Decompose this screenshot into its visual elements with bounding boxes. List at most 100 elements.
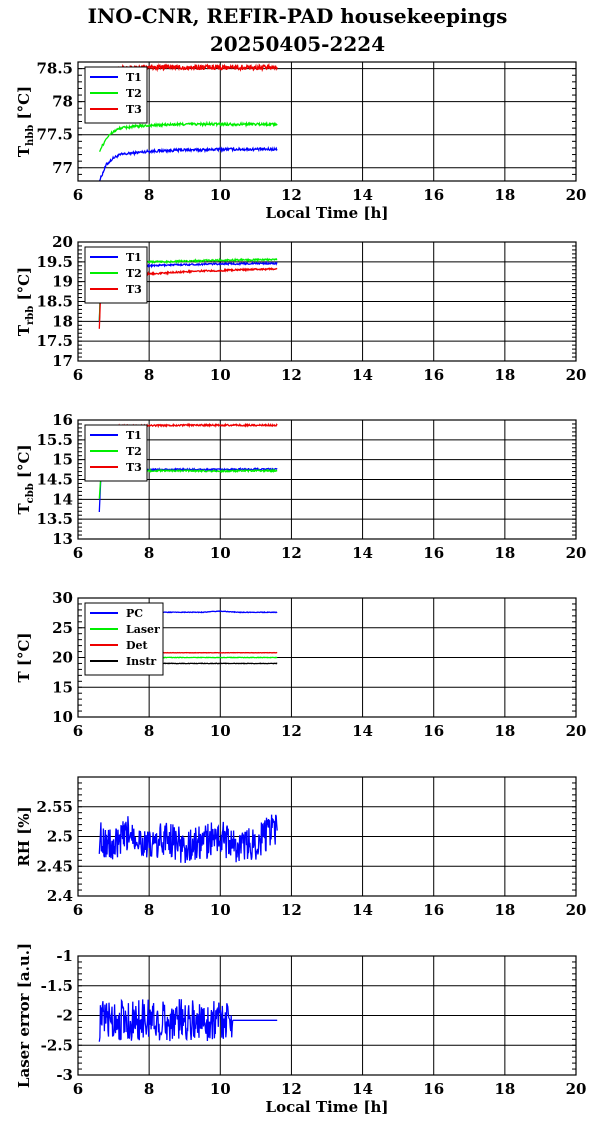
legend-label-t2: T2 [126,267,142,280]
x-tick-label: 6 [73,366,83,384]
x-tick-label: 10 [210,722,231,740]
y-tick-label: 19 [52,273,73,291]
y-axis-label: T [°C] [15,632,33,682]
legend-label-laser: Laser [126,623,160,636]
legend: PC Laser Det Instr [84,602,164,676]
x-tick-label: 8 [144,186,154,204]
x-tick-label: 16 [423,186,444,204]
x-tick-label: 8 [144,544,154,562]
y-tick-label: 18 [52,312,73,330]
x-tick-label: 16 [423,722,444,740]
x-tick-label: 8 [144,1080,154,1098]
x-tick-label: 14 [352,544,373,562]
plot-frame [77,241,577,362]
x-tick-label: 10 [210,901,231,919]
y-tick-label: 2.5 [47,828,73,846]
plot-frame [77,419,577,540]
legend-label-t3: T3 [126,103,142,116]
x-tick-label: 20 [566,186,587,204]
panel-hbb: 6 8 10 12 14 16 18 20 77 77.5 78 78.5 Local Time [h]… [15,60,586,222]
x-tick-label: 18 [494,901,515,919]
x-tick-label: 20 [566,722,587,740]
legend-label-det: Det [126,639,149,652]
legend: T1 T2 T3 [84,246,148,304]
legend-label-t2: T2 [126,445,142,458]
y-tick-label: 17 [52,352,73,370]
x-tick-label: 12 [281,901,302,919]
y-tick-label: 14 [52,490,73,508]
legend: T1 T2 T3 [84,66,148,124]
x-tick-label: 8 [144,901,154,919]
x-tick-label: 18 [494,544,515,562]
legend-label-t1: T1 [126,251,142,264]
x-tick-label: 14 [352,1080,373,1098]
series-line-t1 [98,145,278,182]
x-tick-label: 14 [352,722,373,740]
plot-frame [77,597,577,718]
x-tick-label: 8 [144,366,154,384]
x-tick-label: 18 [494,1080,515,1098]
y-tick-label: 15 [52,451,73,469]
y-tick-label: 14.5 [36,471,73,489]
x-tick-label: 8 [144,722,154,740]
x-axis-label: Local Time [h] [266,1098,389,1116]
x-tick-label: 6 [73,901,83,919]
x-tick-label: 14 [352,901,373,919]
x-tick-label: 10 [210,186,231,204]
y-tick-label: 2.45 [36,857,73,875]
x-tick-label: 14 [352,186,373,204]
x-tick-label: 16 [423,1080,444,1098]
y-tick-label: -3 [56,1066,73,1084]
legend-label-t3: T3 [126,461,142,474]
x-tick-label: 14 [352,366,373,384]
panel-laser: 6 8 10 12 14 16 18 20 -3 -2.5 -2 -1.5 -1 Local Time [… [15,943,586,1116]
x-tick-label: 6 [73,1080,83,1098]
y-tick-label: 20 [52,233,73,251]
plot-frame [77,955,577,1076]
y-tick-label: 13.5 [36,510,73,528]
x-tick-label: 20 [566,1080,587,1098]
legend-box [84,602,164,676]
plot-frame [77,776,577,897]
legend-label-t3: T3 [126,283,142,296]
series-line-data0 [98,814,278,864]
y-tick-label: -2.5 [41,1036,73,1054]
x-tick-label: 10 [210,1080,231,1098]
legend: T1 T2 T3 [84,424,148,482]
x-tick-label: 20 [566,366,587,384]
y-axis-label: Trbb [°C] [15,267,36,336]
x-tick-label: 10 [210,366,231,384]
y-tick-label: 78 [52,93,73,111]
x-tick-label: 10 [210,544,231,562]
panel-temps: 6 8 10 12 14 16 18 20 10 15 20 25 30 T [°C] PC Laser Det… [15,589,586,740]
y-tick-label: -2 [56,1007,73,1025]
y-tick-label: 19.5 [36,253,73,271]
x-tick-label: 6 [73,186,83,204]
y-tick-label: 2.4 [47,887,73,905]
y-tick-label: 2.55 [36,798,73,816]
legend-label-t2: T2 [126,87,142,100]
y-axis-label: RH [%] [15,806,33,866]
chart-title-line1: INO-CNR, REFIR-PAD housekeepings [87,4,508,28]
legend-label-pc: PC [126,607,143,620]
x-tick-label: 12 [281,544,302,562]
x-tick-label: 6 [73,722,83,740]
y-tick-label: 10 [52,708,73,726]
x-tick-label: 12 [281,186,302,204]
legend-label-instr: Instr [126,655,156,668]
plot-frame [77,61,577,182]
y-tick-label: 77.5 [36,126,73,144]
y-tick-label: 20 [52,649,73,667]
chart-title-line2: 20250405-2224 [209,32,386,56]
x-tick-label: 18 [494,186,515,204]
y-axis-label: Laser error [a.u.] [15,943,33,1088]
y-tick-label: 15.5 [36,431,73,449]
x-tick-label: 12 [281,722,302,740]
y-tick-label: 25 [52,619,73,637]
x-tick-label: 20 [566,544,587,562]
series-line-data0 [98,998,234,1042]
